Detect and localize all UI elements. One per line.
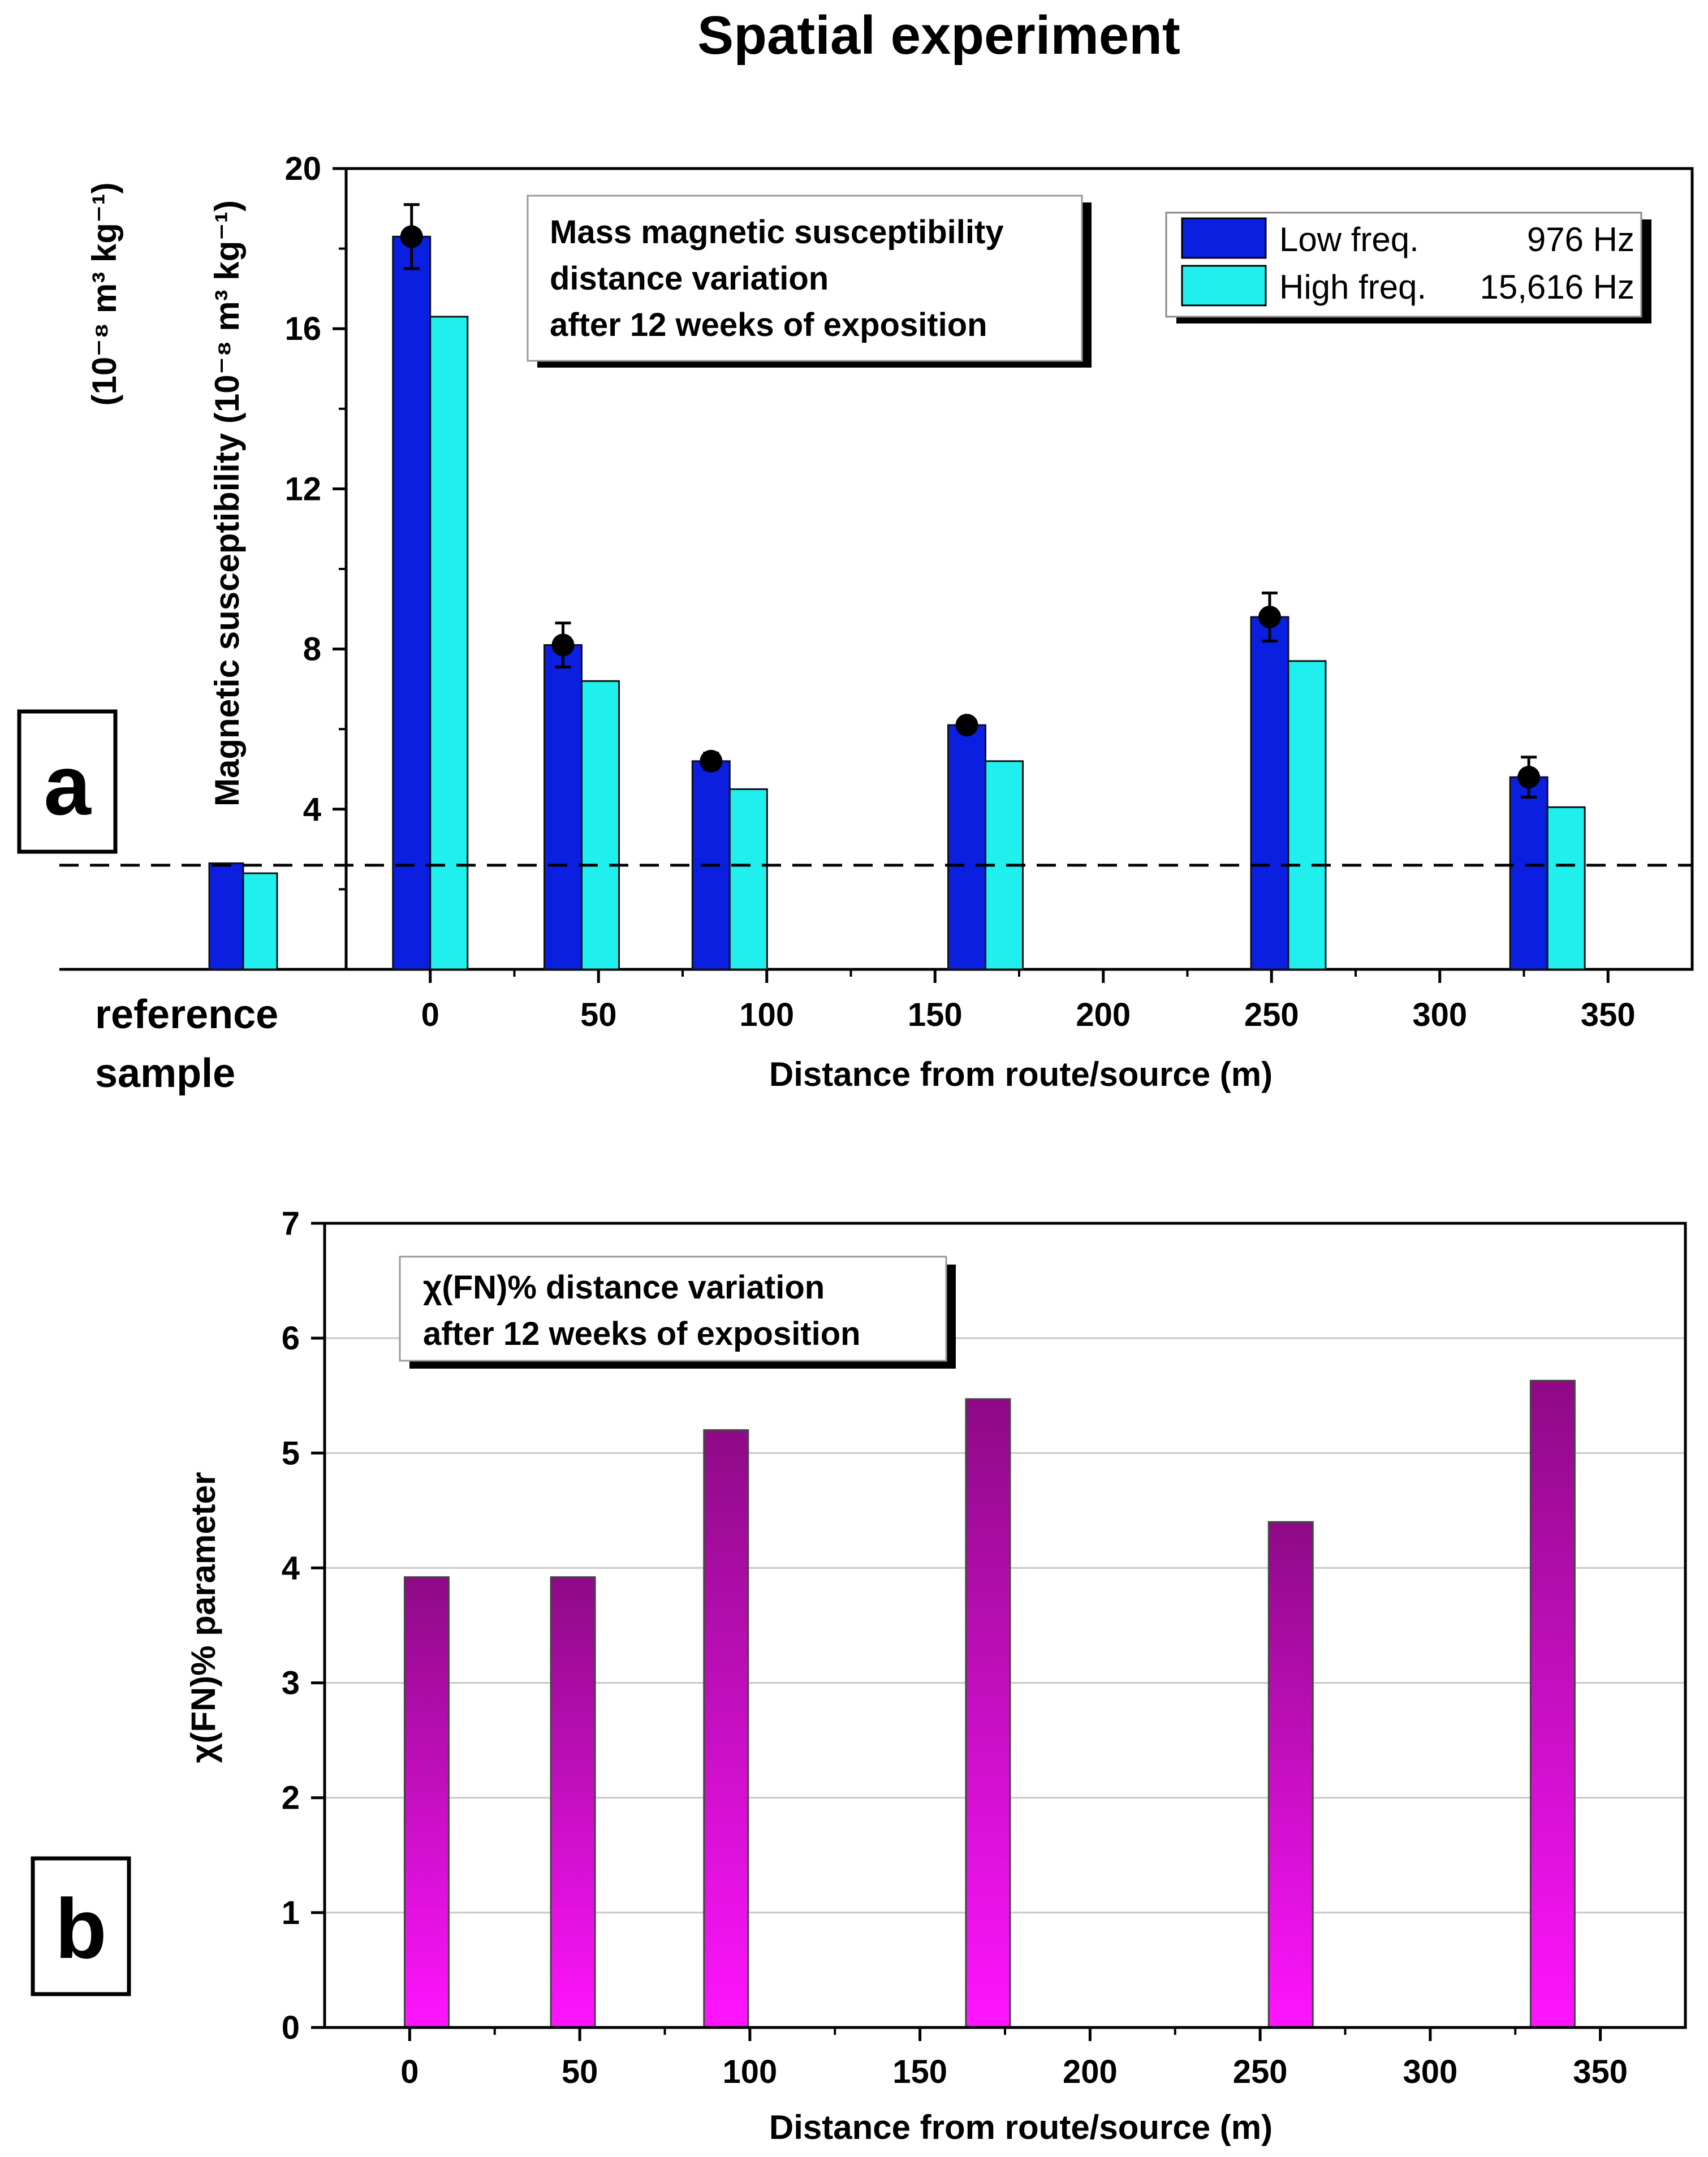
panel-a-ytick-label: 16 — [284, 310, 321, 347]
reference-bar-high — [242, 872, 278, 970]
panel-a-xtick-label: 250 — [1244, 996, 1299, 1033]
panel-a-xtick-label: 100 — [739, 996, 794, 1033]
panel-a-bar-low — [1250, 616, 1289, 970]
panel-b-ytick-label: 4 — [282, 1550, 300, 1586]
panel-a-mean-marker — [1517, 766, 1541, 789]
panel-b-annotation: χ(FN)% distance variation after 12 weeks… — [399, 1256, 956, 1369]
panel-b-bar — [1529, 1379, 1576, 2029]
panel-a-annotation-line2: distance variation — [550, 260, 829, 297]
panel-a-bar-low — [1509, 776, 1549, 970]
panel-a-bar-high — [429, 316, 469, 970]
legend-freq-low: 976 Hz — [1527, 221, 1634, 258]
panel-a-xtick-label: 150 — [908, 996, 963, 1033]
panel-a-ytick-label: 20 — [284, 150, 321, 187]
panel-b-xtick-label: 200 — [1063, 2054, 1118, 2090]
panel-a-label: a — [44, 737, 92, 832]
panel-a-mean-marker — [700, 749, 723, 773]
panel-b-ytick-label: 7 — [282, 1205, 300, 1242]
legend-freq-high: 15,616 Hz — [1480, 268, 1634, 306]
panel-a-ytick-label: 4 — [303, 791, 321, 828]
panel-b-bar — [550, 1576, 596, 2029]
panel-a-xtick-label: 50 — [580, 996, 617, 1033]
panel-a-bar-low — [392, 235, 432, 970]
panel-a-ylabel: Magnetic susceptibility (10⁻⁸ m³ kg⁻¹) — [208, 200, 246, 806]
panel-b-ytick-label: 5 — [282, 1435, 300, 1472]
panel-b-xtick-label: 100 — [722, 2054, 777, 2090]
panel-b-ytick-label: 2 — [282, 1780, 300, 1817]
panel-a-xtick-label: 350 — [1581, 996, 1636, 1033]
figure-title: Spatial experiment — [697, 5, 1180, 66]
panel-b-ytick-label: 6 — [282, 1320, 300, 1357]
panel-b-xlabel: Distance from route/source (m) — [769, 2108, 1273, 2146]
legend-label-high: High freq. — [1279, 268, 1426, 306]
panel-b-ytick-label: 3 — [282, 1665, 300, 1702]
legend-swatch-high — [1181, 265, 1267, 307]
panel-a-mean-marker — [551, 633, 575, 657]
legend-label-low: Low freq. — [1279, 221, 1419, 258]
panel-b-label-box — [31, 1856, 131, 1996]
panel-a-bar-low — [947, 724, 986, 970]
panel-b-xtick-label: 50 — [562, 2054, 598, 2090]
panel-a-legend: Low freq. 976 Hz High freq. 15,616 Hz — [1165, 212, 1651, 323]
reference-bar-low — [208, 862, 244, 970]
panel-a-mean-marker — [400, 225, 423, 248]
panel-a: a 4 8 12 16 20 0 50 100 150 200 250 300 350 Distanc… — [17, 150, 1694, 1096]
panel-a-bar-high — [581, 680, 620, 970]
panel-a-ylabel-reference: (10⁻⁸ m³ kg⁻¹) — [85, 182, 123, 405]
panel-a-xtick-label: 0 — [421, 996, 439, 1033]
panel-a-mean-marker — [955, 714, 978, 737]
panel-a-annotation-line1: Mass magnetic susceptibility — [550, 214, 1004, 251]
panel-b-annotation-line2: after 12 weeks of exposition — [423, 1315, 861, 1352]
panel-b-label: b — [55, 1881, 107, 1976]
panel-a-annotation-line3: after 12 weeks of exposition — [550, 307, 987, 343]
panel-a-xlabel: Distance from route/source (m) — [769, 1055, 1273, 1093]
panel-a-label-box — [17, 709, 118, 854]
legend-swatch-low — [1181, 217, 1267, 259]
panel-b-xtick-label: 0 — [400, 2054, 419, 2090]
reference-label-line1: reference — [95, 992, 278, 1037]
panel-a-mean-marker — [1258, 605, 1281, 628]
panel-b-ytick-label: 1 — [282, 1895, 300, 1931]
panel-a-annotation: Mass magnetic susceptibility distance va… — [527, 195, 1092, 368]
panel-b-xtick-label: 150 — [892, 2054, 947, 2090]
panel-a-xtick-label: 200 — [1076, 996, 1131, 1033]
panel-b-ytick-label: 0 — [282, 2009, 300, 2046]
reference-label-line2: sample — [95, 1051, 235, 1096]
panel-b-xtick-label: 250 — [1233, 2054, 1288, 2090]
panel-a-bar-high — [1546, 806, 1586, 970]
panel-b-annotation-line1: χ(FN)% distance variation — [423, 1269, 825, 1306]
panel-a-ytick-label: 8 — [303, 631, 321, 668]
panel-b-xtick-label: 350 — [1573, 2054, 1628, 2090]
panel-b-ylabel: χ(FN)% parameter — [184, 1472, 222, 1763]
panel-a-bar-high — [728, 788, 768, 970]
panel-b-xtick-label: 300 — [1403, 2054, 1457, 2090]
panel-b: b 0 1 2 3 4 5 6 7 0 50 100 150 200 250 300 350 Distanc… — [31, 1205, 1687, 2146]
panel-a-ytick-label: 12 — [284, 471, 321, 507]
panel-b-bar — [703, 1429, 749, 2029]
panel-a-bar-high — [1287, 660, 1327, 970]
panel-a-bar-low — [544, 644, 583, 970]
panel-b-bar — [965, 1398, 1011, 2029]
panel-b-bar — [1267, 1521, 1314, 2029]
panel-a-xtick-label: 300 — [1412, 996, 1467, 1033]
panel-b-bar — [403, 1576, 450, 2029]
